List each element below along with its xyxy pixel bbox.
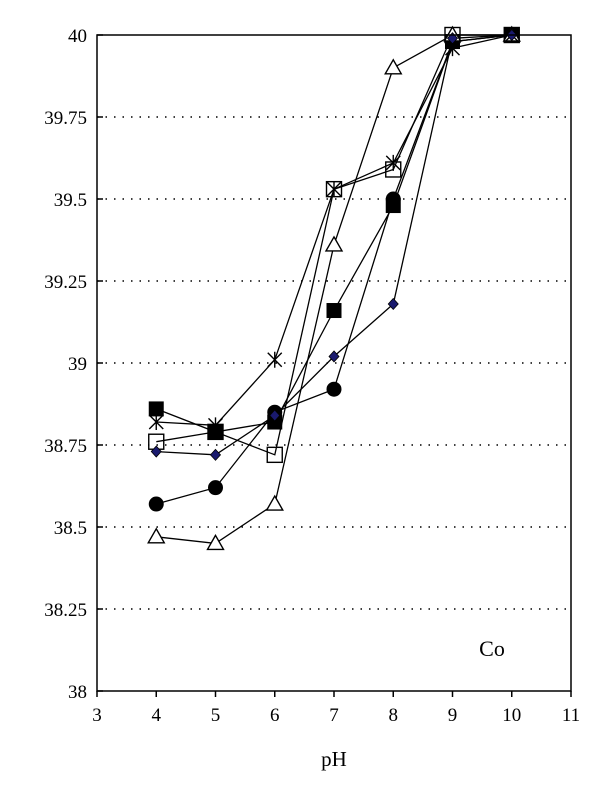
x-tick-label: 5 bbox=[211, 705, 221, 726]
series-filled-square-markers bbox=[148, 27, 520, 440]
data-point-open-triangle bbox=[147, 527, 166, 544]
y-tick-label: 38 bbox=[68, 682, 87, 703]
y-tick-label: 39.75 bbox=[44, 108, 87, 129]
data-point-star bbox=[385, 154, 401, 171]
x-tick-label: 10 bbox=[502, 705, 521, 726]
data-point-filled-circle bbox=[326, 381, 342, 397]
data-point-filled-diamond bbox=[387, 297, 399, 311]
series-star-markers bbox=[148, 27, 520, 434]
data-point-open-triangle bbox=[324, 235, 344, 252]
series-line-open-triangle bbox=[156, 34, 512, 545]
x-tick-label: 9 bbox=[448, 705, 458, 726]
x-tick-label: 7 bbox=[329, 705, 339, 726]
y-tick-label: 39.25 bbox=[44, 272, 87, 293]
data-point-star bbox=[208, 417, 223, 434]
data-point-filled-circle bbox=[385, 191, 401, 207]
data-point-filled-circle bbox=[148, 496, 164, 512]
x-tick-label: 4 bbox=[152, 705, 162, 726]
y-tick-label: 38.25 bbox=[44, 600, 87, 621]
y-tick-label: 40 bbox=[68, 26, 87, 47]
data-point-open-triangle bbox=[384, 58, 403, 75]
data-point-filled-diamond bbox=[150, 445, 162, 458]
data-point-filled-diamond bbox=[269, 409, 281, 422]
series-markers bbox=[147, 25, 521, 551]
series-filled-circle-markers bbox=[148, 27, 520, 512]
data-point-filled-square bbox=[148, 401, 164, 417]
y-tick-label: 38.5 bbox=[54, 518, 87, 539]
y-tick-label: 39.5 bbox=[54, 190, 87, 211]
series-lines bbox=[156, 34, 512, 545]
data-point-open-triangle bbox=[206, 533, 225, 551]
data-point-star bbox=[267, 351, 283, 368]
data-point-filled-diamond bbox=[328, 350, 340, 363]
data-point-filled-diamond bbox=[209, 448, 222, 461]
series-line-filled-square bbox=[156, 34, 512, 433]
y-tick-label: 38.75 bbox=[44, 436, 87, 457]
x-axis-title: pH bbox=[321, 747, 347, 771]
data-point-star bbox=[326, 181, 342, 198]
data-point-filled-circle bbox=[208, 480, 223, 496]
x-tick-label: 8 bbox=[389, 705, 399, 726]
data-point-open-triangle bbox=[265, 494, 284, 511]
axis-ticks bbox=[96, 34, 572, 697]
plot-frame bbox=[96, 34, 572, 692]
x-tick-label: 3 bbox=[92, 705, 102, 726]
data-point-star bbox=[148, 414, 164, 431]
x-tick-label: 6 bbox=[270, 705, 280, 726]
y-tick-label: 39 bbox=[68, 354, 87, 375]
data-point-filled-square bbox=[326, 303, 342, 319]
series-open-triangle-markers bbox=[147, 25, 521, 551]
series-line-star bbox=[156, 34, 512, 426]
tick-labels: 38 38.25 38.5 38.75 39 39.25 39.5 39.75 40 3 4 5 6 7 8… bbox=[44, 26, 580, 726]
x-tick-label: 11 bbox=[562, 705, 580, 726]
annotation-label: Co bbox=[479, 636, 505, 661]
data-point-open-square bbox=[266, 446, 283, 464]
